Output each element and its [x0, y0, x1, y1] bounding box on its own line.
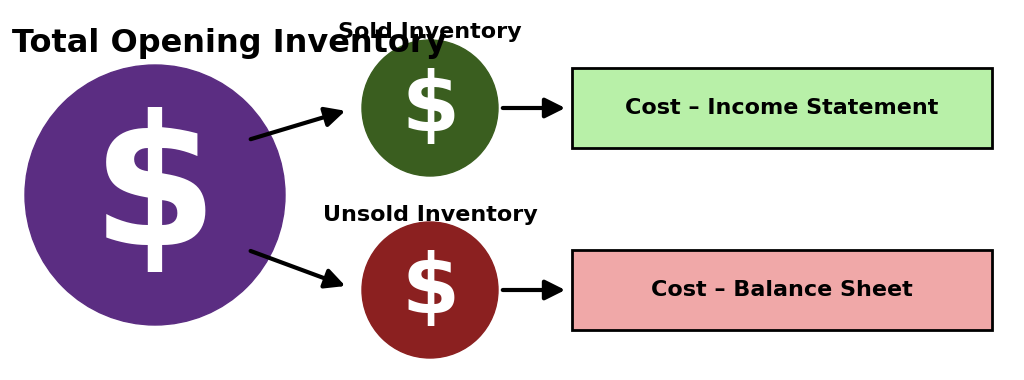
Circle shape	[362, 40, 498, 176]
Text: Total Opening Inventory: Total Opening Inventory	[12, 28, 446, 59]
Text: Cost – Balance Sheet: Cost – Balance Sheet	[651, 280, 912, 300]
Circle shape	[25, 65, 285, 325]
FancyBboxPatch shape	[572, 250, 992, 330]
Circle shape	[362, 222, 498, 358]
Text: Cost – Income Statement: Cost – Income Statement	[626, 98, 939, 118]
Text: Unsold Inventory: Unsold Inventory	[323, 205, 538, 225]
Text: $: $	[92, 107, 218, 283]
FancyBboxPatch shape	[572, 68, 992, 148]
Text: $: $	[401, 250, 459, 331]
Text: $: $	[401, 68, 459, 149]
Text: Sold Inventory: Sold Inventory	[338, 22, 522, 42]
